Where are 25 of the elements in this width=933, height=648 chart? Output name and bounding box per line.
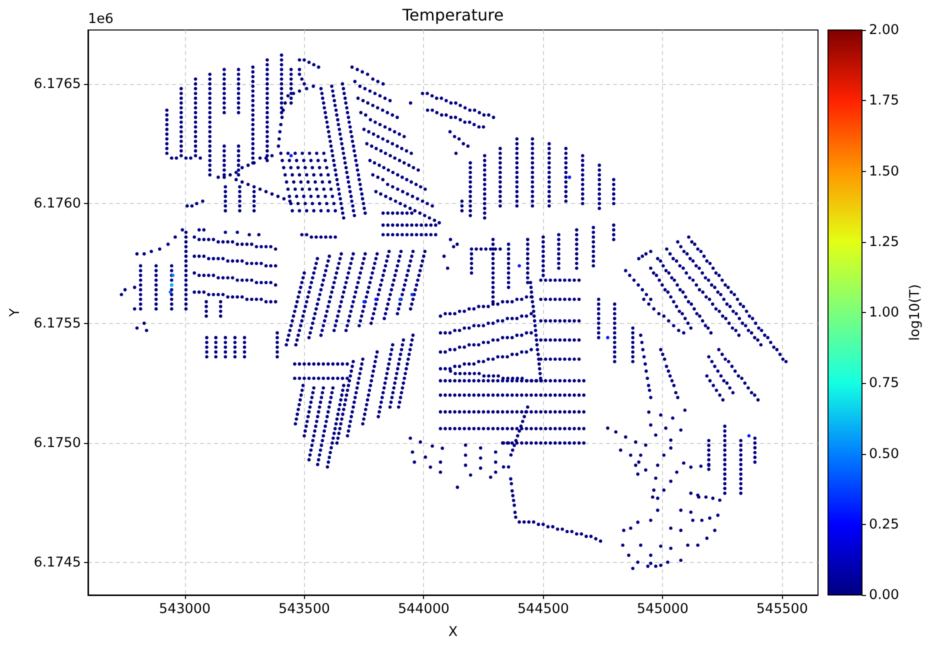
color-bar-label: 0.50	[869, 446, 900, 462]
x-tick-label: 543000	[159, 601, 211, 617]
color-bar-label: 1.25	[869, 234, 900, 250]
color-bar-label: 0.00	[869, 587, 900, 603]
text: 1e6	[88, 11, 114, 27]
y-tick-label: 6.1750	[34, 434, 81, 451]
y-tick-label: 6.1765	[34, 76, 81, 92]
x-tick-label: 545500	[756, 601, 808, 617]
color-bar-label: 0.75	[869, 375, 900, 392]
color-bar-label: 2.00	[869, 22, 900, 38]
y-tick-label: 6.1755	[34, 315, 81, 332]
x-tick-label: 544000	[398, 601, 450, 617]
color-bar-label: 1.75	[869, 92, 900, 109]
x-tick-label: 543500	[278, 601, 330, 617]
y-axis-title: Y	[7, 308, 23, 318]
color-bar-label: 1.50	[869, 163, 900, 180]
x-tick-label: 545000	[636, 601, 688, 617]
x-tick-label: 544500	[517, 601, 569, 617]
chart-title: Temperature	[401, 6, 504, 24]
color-bar-label: 0.25	[869, 516, 900, 532]
x-axis-title: X	[448, 624, 458, 640]
y-tick-label: 6.1745	[34, 554, 81, 571]
y-tick-label: 6.1760	[34, 196, 81, 212]
color-bar-label: 1.00	[869, 304, 900, 320]
color-bar-title: log10(T)	[907, 284, 923, 341]
